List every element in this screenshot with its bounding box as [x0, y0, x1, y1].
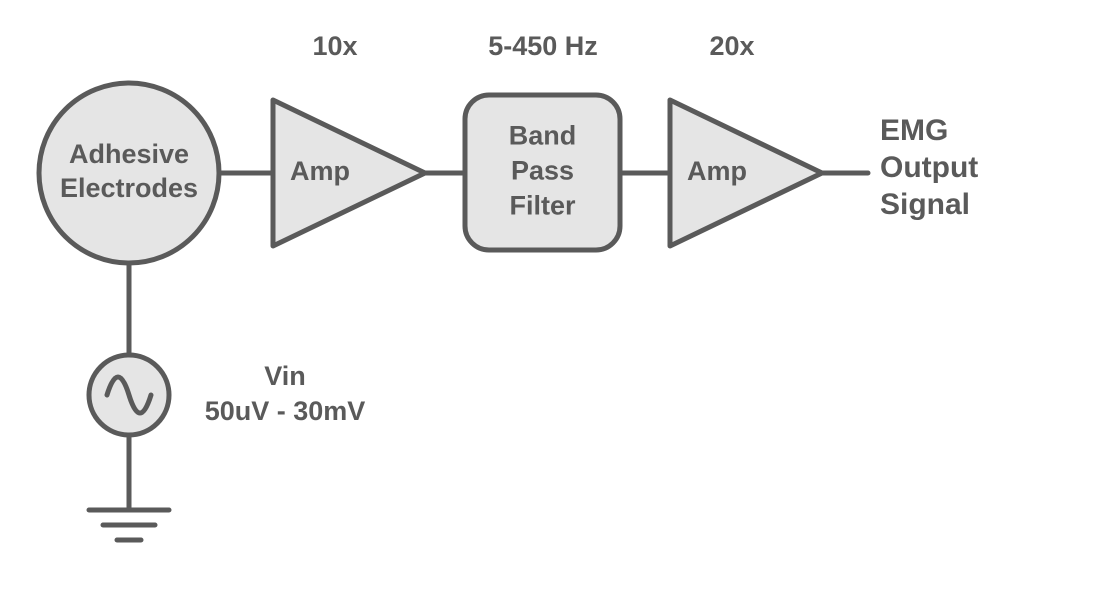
output-label: Signal [880, 188, 970, 221]
amp1-label: Amp [290, 156, 350, 186]
filter-label: Pass [511, 156, 574, 186]
electrodes-label: Adhesive [69, 139, 189, 169]
filter-label: Band [509, 121, 577, 151]
filter-band-label: 5-450 Hz [488, 31, 598, 61]
output-label: EMG [880, 114, 948, 147]
amp1-gain-label: 10x [312, 31, 357, 61]
vin-label: 50uV - 30mV [205, 396, 366, 426]
amp2-gain-label: 20x [709, 31, 754, 61]
vin-label: Vin [264, 361, 306, 391]
filter-label: Filter [509, 191, 576, 221]
emg-signal-chain-diagram: Adhesive Electrodes Amp 10x Amp 20x Band Pass Fi… [0, 0, 1095, 615]
amp2-label: Amp [687, 156, 747, 186]
output-label: Output [880, 151, 978, 184]
electrodes-label: Electrodes [60, 173, 198, 203]
